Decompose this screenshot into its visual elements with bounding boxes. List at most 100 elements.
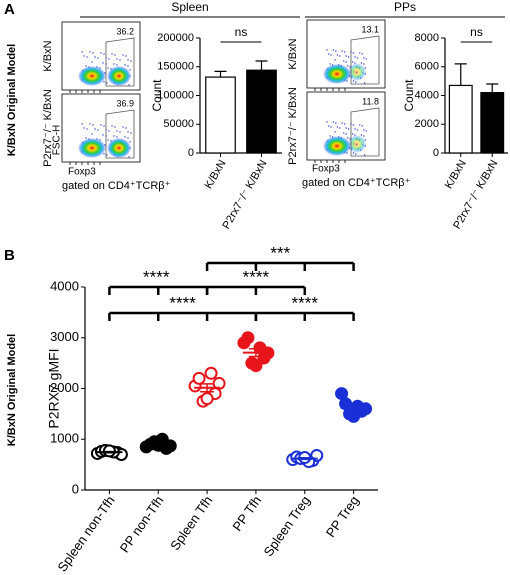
y-tick-label: 4000 [50,278,79,293]
y-tick-label: 2000 [50,380,79,395]
flow-event [326,121,328,123]
flow-event [106,82,108,84]
y-tick-label: 6000 [415,61,439,73]
flow-event [345,55,347,57]
flow-event [352,152,355,154]
flow-event [92,52,94,54]
genotype-label: K/BxN [42,40,54,71]
flow-event [114,54,116,56]
y-tick-label: 50000 [163,118,194,130]
flow-density [348,135,366,153]
sem-bar [151,442,166,447]
flow-event [347,56,350,58]
flow-event [130,132,132,134]
bar [246,69,277,154]
flow-event [127,59,129,61]
flow-event [351,61,354,63]
x-tick-label: K/BxN [203,158,229,191]
gate-percent: 11.8 [362,96,379,106]
flow-event [127,65,129,67]
x-tick-label: Spleen Tfh [167,493,215,553]
significance-bracket [108,311,258,321]
error-bar [255,60,268,71]
significance-bracket [205,285,306,295]
flow-event [102,62,104,64]
y-axis-label: P2RX7 gMFI [46,348,62,428]
flow-event [103,81,105,83]
panel-label: B [4,247,15,264]
flow-event [363,57,365,59]
chart-title: Spleen [171,0,208,14]
y-axis-label: Count [402,79,416,112]
flow-event [365,130,367,132]
flow-event [360,134,363,136]
x-tick-label: K/BxN [443,158,469,191]
flow-event [334,59,336,61]
y-axis-label: Count [150,79,164,112]
gate-percent: 36.9 [116,98,134,108]
flow-event [326,49,328,51]
flow-event [97,129,99,131]
significance-label: **** [143,267,170,286]
flow-event [102,134,104,136]
flow-event [91,133,93,135]
flow-event [122,126,124,128]
x-tick-label: Spleen non-Tfh [54,493,117,574]
flow-event [345,127,347,129]
flow-event [103,153,105,155]
flow-event [339,55,341,57]
flow-event [116,64,118,66]
flow-event [100,52,102,54]
flow-event [354,56,356,58]
flow-event [334,131,336,133]
flow-event [116,136,118,138]
flow-event [83,55,85,57]
flow-event [341,122,343,124]
flow-event [351,133,354,135]
flow-event [108,130,110,132]
gate-percent: 13.1 [361,24,379,34]
y-tick-label: 2000 [415,118,439,130]
y-tick-label: 0 [188,147,194,159]
row-label: K/BxN Original Model [6,44,18,156]
flow-event [352,52,355,54]
flow-event [345,61,347,63]
flow-event [119,59,121,61]
significance-label: ns [235,25,248,39]
flow-event [361,125,363,127]
bar [448,84,473,154]
flow-event [363,154,366,156]
chart-title: PPs [394,0,416,14]
flow-event [83,127,85,129]
flow-event [335,122,337,124]
sem-bar [297,457,312,461]
flow-event [332,49,335,51]
sem-bar [200,383,215,393]
x-tick-label: PP Tfh [229,493,264,534]
flow-event [363,135,365,137]
y-tick-label: 100000 [157,89,194,101]
flow-event [345,133,347,135]
error-bar [214,70,227,78]
y-tick-label: 0 [433,147,439,159]
flow-event [359,124,361,126]
flow-event [363,63,365,65]
flow-event [329,63,331,65]
flow-event [81,51,83,53]
significance-label: *** [270,243,290,262]
y-tick-label: 3000 [50,329,79,344]
x-tick-label: PP Treg [323,493,362,540]
flow-event [89,123,91,125]
flow-event [354,128,356,130]
flow-event [89,51,91,53]
flow-event [355,81,357,83]
y-tick-label: 8000 [415,32,439,44]
data-point [204,366,218,380]
y-tick-label: 1000 [50,431,79,446]
flow-density [107,66,131,86]
bar [205,76,236,154]
flow-event [347,65,349,67]
row-label: K/BxN Original Model [6,334,18,446]
flow-event [107,139,109,141]
flow-event [130,60,132,62]
